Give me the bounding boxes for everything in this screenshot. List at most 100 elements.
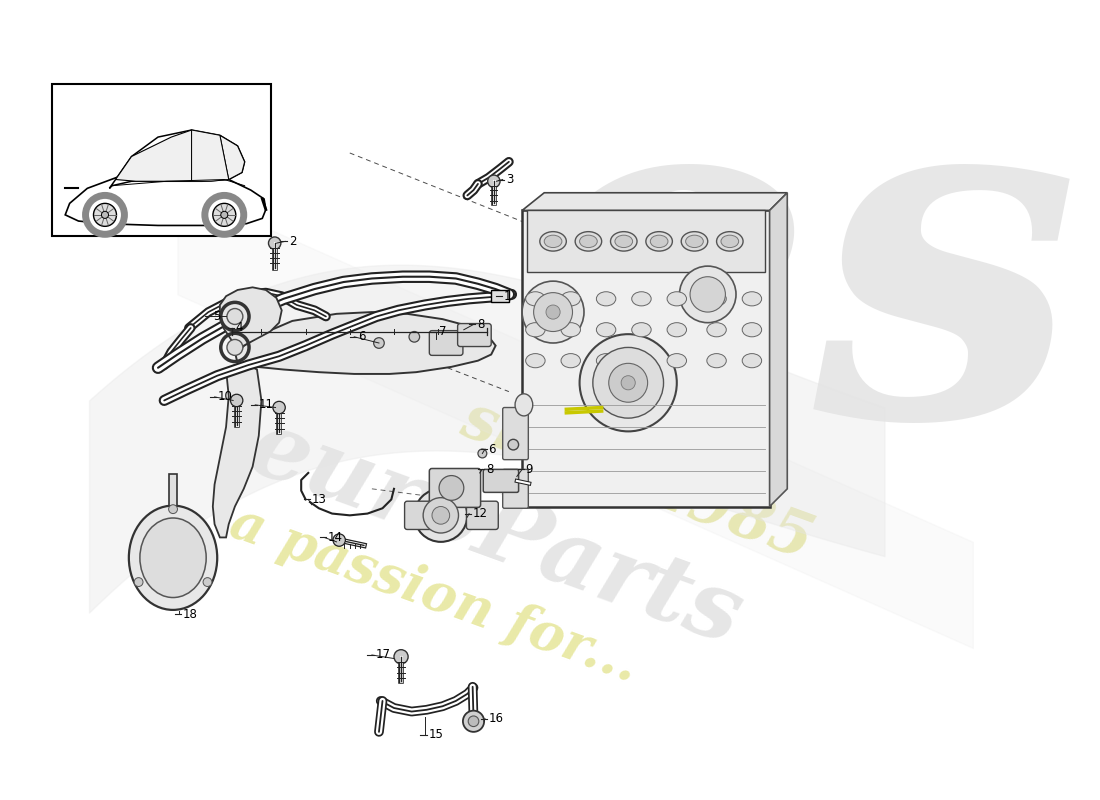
Polygon shape [212, 365, 262, 538]
FancyBboxPatch shape [503, 407, 528, 460]
Polygon shape [522, 193, 788, 210]
Polygon shape [522, 210, 770, 506]
Circle shape [273, 402, 285, 414]
Ellipse shape [707, 292, 726, 306]
Ellipse shape [667, 292, 686, 306]
Circle shape [690, 277, 725, 312]
Ellipse shape [646, 232, 672, 251]
Text: 11: 11 [258, 398, 274, 411]
Bar [492, 290, 509, 302]
Ellipse shape [526, 322, 546, 337]
Ellipse shape [596, 292, 616, 306]
Circle shape [580, 334, 676, 431]
Ellipse shape [707, 322, 726, 337]
Ellipse shape [596, 322, 616, 337]
Ellipse shape [631, 322, 651, 337]
Circle shape [415, 489, 468, 542]
Ellipse shape [742, 354, 761, 368]
Ellipse shape [631, 354, 651, 368]
Text: 18: 18 [183, 608, 198, 621]
Text: 15: 15 [429, 728, 443, 741]
Circle shape [394, 650, 408, 664]
Ellipse shape [631, 292, 651, 306]
Ellipse shape [129, 506, 217, 610]
Circle shape [439, 475, 464, 500]
Ellipse shape [667, 322, 686, 337]
Ellipse shape [140, 518, 206, 598]
Ellipse shape [610, 232, 637, 251]
Circle shape [227, 339, 243, 355]
Text: 6: 6 [488, 442, 496, 455]
Circle shape [534, 293, 572, 331]
Bar [52, 84, 271, 236]
Text: 2: 2 [289, 235, 296, 248]
Ellipse shape [685, 235, 703, 247]
FancyBboxPatch shape [503, 470, 528, 508]
Circle shape [231, 394, 243, 406]
Ellipse shape [681, 232, 707, 251]
Ellipse shape [580, 235, 597, 247]
Polygon shape [116, 130, 191, 182]
Circle shape [204, 578, 212, 586]
Circle shape [680, 266, 736, 322]
Circle shape [463, 710, 484, 732]
Ellipse shape [650, 235, 668, 247]
Circle shape [333, 534, 345, 546]
Circle shape [212, 203, 235, 226]
Circle shape [134, 578, 143, 586]
Text: 7: 7 [439, 325, 447, 338]
FancyBboxPatch shape [429, 330, 463, 355]
FancyBboxPatch shape [483, 470, 518, 492]
Polygon shape [527, 210, 766, 272]
Text: 14: 14 [328, 531, 343, 544]
Ellipse shape [515, 394, 532, 416]
Text: a passion for...: a passion for... [222, 498, 645, 693]
Ellipse shape [561, 322, 581, 337]
Ellipse shape [544, 235, 562, 247]
Ellipse shape [561, 292, 581, 306]
Circle shape [508, 439, 518, 450]
Polygon shape [235, 312, 496, 374]
Circle shape [227, 309, 243, 325]
FancyBboxPatch shape [405, 502, 437, 530]
Ellipse shape [667, 354, 686, 368]
Circle shape [205, 195, 244, 234]
Ellipse shape [561, 354, 581, 368]
Circle shape [424, 498, 459, 533]
Circle shape [477, 449, 487, 458]
Text: es: es [513, 57, 1079, 514]
Ellipse shape [575, 232, 602, 251]
Ellipse shape [707, 354, 726, 368]
Polygon shape [109, 130, 244, 188]
Text: 6: 6 [358, 330, 365, 343]
Text: 8: 8 [477, 318, 484, 331]
Text: 4: 4 [235, 322, 243, 334]
Text: 16: 16 [488, 712, 504, 725]
Circle shape [101, 211, 109, 218]
Polygon shape [770, 193, 788, 506]
Text: 3: 3 [506, 173, 514, 186]
Text: 17: 17 [375, 649, 390, 662]
Circle shape [168, 505, 177, 514]
Polygon shape [220, 287, 282, 352]
FancyBboxPatch shape [466, 502, 498, 530]
FancyBboxPatch shape [458, 323, 492, 346]
Ellipse shape [526, 354, 546, 368]
Ellipse shape [540, 232, 566, 251]
Text: 10: 10 [218, 390, 233, 403]
Ellipse shape [720, 235, 739, 247]
Text: 12: 12 [473, 507, 487, 520]
Circle shape [487, 175, 500, 187]
Text: 13: 13 [311, 493, 327, 506]
Text: 9: 9 [526, 463, 534, 476]
Polygon shape [191, 130, 229, 182]
Text: since 1985: since 1985 [453, 389, 821, 571]
Circle shape [409, 331, 419, 342]
Polygon shape [168, 474, 177, 506]
Circle shape [469, 716, 478, 726]
Polygon shape [65, 173, 266, 226]
Circle shape [593, 347, 663, 418]
Ellipse shape [615, 235, 632, 247]
Text: 5: 5 [212, 310, 220, 323]
Text: 8: 8 [486, 463, 493, 476]
